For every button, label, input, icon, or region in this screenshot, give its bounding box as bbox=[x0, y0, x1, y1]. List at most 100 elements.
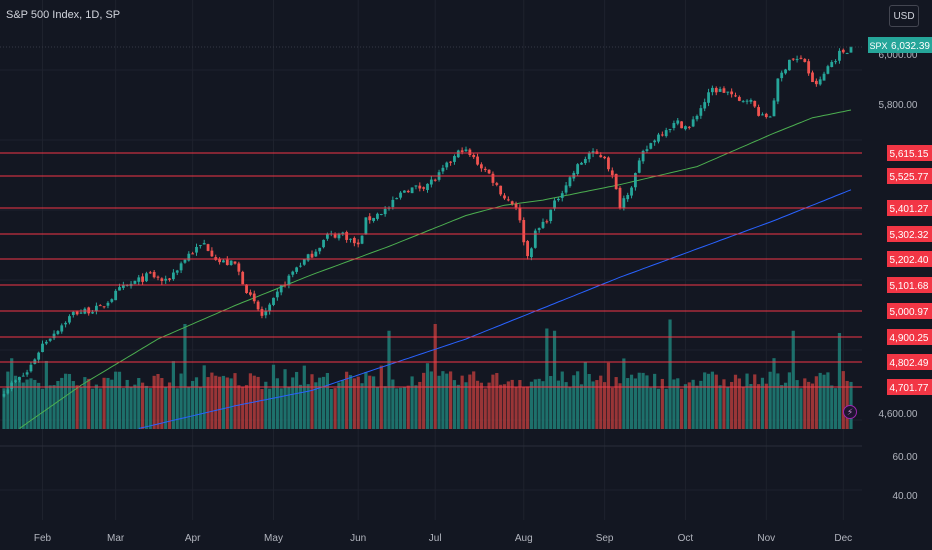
candle-body bbox=[522, 219, 526, 243]
volume-bar bbox=[368, 375, 372, 429]
volume-bar bbox=[618, 383, 622, 429]
volume-bar bbox=[141, 382, 145, 429]
volume-bar bbox=[148, 388, 152, 429]
candle-body bbox=[737, 96, 741, 101]
candle-body bbox=[514, 203, 518, 208]
candle-body bbox=[198, 245, 202, 247]
level-label: 5,302.32 bbox=[890, 230, 929, 241]
candle-body bbox=[480, 164, 483, 169]
candle-body bbox=[241, 271, 245, 285]
volume-bar bbox=[21, 382, 25, 429]
volume-bar bbox=[807, 381, 811, 429]
volume-bar bbox=[402, 387, 406, 429]
candle-body bbox=[195, 246, 198, 253]
ma-short-line bbox=[19, 109, 852, 429]
candle-body bbox=[48, 338, 52, 341]
volume-bar bbox=[695, 385, 699, 429]
time-tick-label: Oct bbox=[678, 533, 694, 544]
volume-bar bbox=[772, 358, 776, 429]
volume-bar bbox=[137, 377, 141, 429]
volume-tick-label: 40.00 bbox=[892, 491, 917, 502]
level-label: 5,202.40 bbox=[890, 255, 929, 266]
candle-body bbox=[618, 187, 622, 209]
volume-bar bbox=[572, 375, 576, 429]
candle-body bbox=[634, 173, 637, 188]
volume-bar bbox=[830, 385, 834, 429]
volume-bar bbox=[345, 371, 349, 429]
candle-body bbox=[268, 304, 272, 312]
volume-bar bbox=[364, 372, 368, 429]
candle-body bbox=[172, 272, 175, 280]
volume-tick-label: 60.00 bbox=[892, 452, 917, 463]
candle-body bbox=[684, 126, 687, 130]
candle-body bbox=[449, 161, 452, 163]
candle-body bbox=[264, 310, 268, 316]
candle-body bbox=[44, 341, 48, 344]
volume-bar bbox=[256, 376, 260, 429]
volume-bar bbox=[714, 374, 718, 429]
candle-body bbox=[714, 87, 718, 93]
candle-body bbox=[110, 299, 114, 302]
candle-body bbox=[118, 287, 121, 291]
time-tick-label: Jun bbox=[350, 533, 366, 544]
volume-bar bbox=[483, 388, 487, 429]
volume-bar bbox=[214, 375, 218, 429]
candle-body bbox=[845, 53, 849, 55]
volume-bar bbox=[191, 380, 195, 429]
candle-body bbox=[345, 232, 349, 240]
volume-bar bbox=[395, 388, 399, 429]
volume-bar bbox=[706, 373, 711, 429]
candle-body bbox=[676, 120, 680, 124]
volume-bar bbox=[795, 380, 799, 429]
candle-body bbox=[426, 183, 429, 190]
volume-bar bbox=[37, 382, 41, 429]
volume-bar bbox=[653, 373, 657, 429]
candle-body bbox=[803, 59, 807, 62]
volume-bar bbox=[40, 388, 45, 429]
candle-body bbox=[545, 221, 549, 223]
currency-button[interactable]: USD bbox=[889, 5, 919, 27]
level-label: 5,525.77 bbox=[890, 172, 929, 183]
volume-bar bbox=[241, 386, 245, 429]
last-price-label: 6,032.39 bbox=[891, 41, 930, 52]
volume-bar bbox=[514, 386, 518, 429]
candle-body bbox=[533, 230, 537, 248]
volume-bar bbox=[526, 386, 530, 429]
candle-body bbox=[487, 169, 491, 174]
volume-bar bbox=[456, 384, 460, 429]
volume-bar bbox=[237, 385, 241, 429]
candle-body bbox=[141, 276, 144, 282]
candle-body bbox=[114, 290, 118, 301]
candle-body bbox=[418, 185, 422, 189]
volume-bar bbox=[75, 385, 79, 429]
candle-body bbox=[622, 198, 626, 208]
volume-bar bbox=[649, 387, 653, 429]
candle-body bbox=[295, 267, 298, 272]
volume-bar bbox=[810, 383, 815, 429]
level-label: 4,701.77 bbox=[890, 383, 929, 394]
volume-bar bbox=[291, 377, 295, 429]
volume-bar bbox=[726, 387, 730, 429]
candle-body bbox=[183, 259, 187, 263]
volume-bar bbox=[352, 378, 356, 429]
volume-bar bbox=[537, 378, 541, 429]
candle-body bbox=[191, 253, 195, 255]
volume-bar bbox=[518, 380, 522, 429]
volume-bar bbox=[410, 376, 414, 429]
volume-bar bbox=[348, 375, 353, 429]
candle-body bbox=[699, 108, 703, 116]
lightning-bolt-icon[interactable]: ⚡ bbox=[843, 405, 857, 419]
volume-bar bbox=[799, 388, 803, 429]
volume-bar bbox=[545, 328, 549, 429]
candle-body bbox=[218, 258, 221, 263]
time-tick-label: Nov bbox=[757, 533, 775, 544]
volume-bar bbox=[710, 371, 714, 429]
candle-body bbox=[557, 198, 560, 201]
volume-bar bbox=[745, 373, 749, 429]
candle-body bbox=[672, 123, 676, 128]
volume-bar bbox=[160, 378, 164, 429]
candle-body bbox=[56, 331, 60, 334]
volume-bar bbox=[425, 363, 430, 429]
volume-bar bbox=[79, 387, 83, 429]
